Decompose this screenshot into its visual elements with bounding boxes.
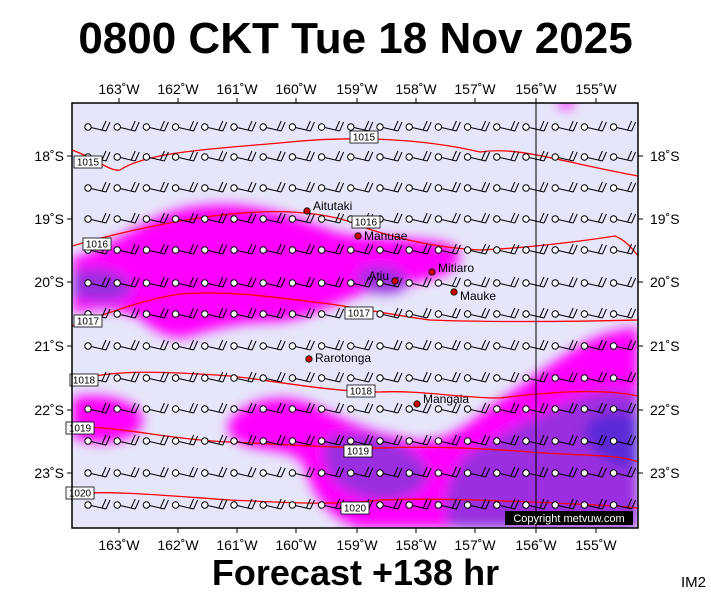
place-marker [303, 207, 311, 215]
lat-label-left: 21˚S [34, 338, 64, 354]
lon-label-bottom: 161˚W [216, 537, 258, 553]
place-markers: Aitutaki Manuae Atiu Mitiaro Mauke Rarotonga M… [303, 199, 496, 408]
place-label: Atiu [368, 269, 389, 283]
isobar-label: 1015 [77, 158, 100, 169]
isobar-label: 1020 [69, 489, 92, 500]
axis-labels: 163˚W 163˚W 162˚W 162˚W 161˚W 161˚W 160˚W 160˚W… [34, 81, 679, 553]
place-marker [391, 277, 399, 285]
lat-label-right: 23˚S [650, 465, 680, 481]
isobar-label: 1017 [77, 317, 100, 328]
lon-label-top: 161˚W [216, 81, 258, 97]
wind-barbs [84, 120, 637, 510]
place-label: Mitiaro [438, 261, 474, 275]
lon-label-bottom: 163˚W [98, 537, 140, 553]
lat-label-left: 22˚S [34, 402, 64, 418]
lat-label-right: 20˚S [650, 274, 680, 290]
isobar-label: 1016 [355, 218, 378, 229]
lat-label-left: 19˚S [34, 211, 64, 227]
rain-area-north [72, 204, 460, 338]
isobar-label: 1015 [353, 133, 376, 144]
axis-ticks [67, 98, 643, 533]
lon-label-bottom: 155˚W [575, 537, 617, 553]
lat-label-right: 19˚S [650, 211, 680, 227]
image-code: IM2 [681, 574, 707, 591]
forecast-subtitle: Forecast +138 hr [211, 552, 500, 593]
lon-label-top: 163˚W [98, 81, 140, 97]
map-title: 0800 CKT Tue 18 Nov 2025 [78, 14, 633, 63]
lon-label-top: 160˚W [275, 81, 317, 97]
lat-label-right: 18˚S [650, 148, 680, 164]
lat-label-left: 23˚S [34, 465, 64, 481]
lon-label-bottom: 158˚W [395, 537, 437, 553]
isobar-label: 1019 [69, 424, 92, 435]
lat-label-left: 20˚S [34, 274, 64, 290]
place-marker [305, 355, 313, 363]
lon-label-bottom: 159˚W [336, 537, 378, 553]
place-marker [450, 288, 458, 296]
lon-label-top: 159˚W [336, 81, 378, 97]
place-label: Mangaia [423, 392, 469, 406]
place-marker [354, 232, 362, 240]
map-frame [71, 102, 639, 529]
lat-label-right: 22˚S [650, 402, 680, 418]
place-marker [413, 400, 421, 408]
lon-label-top: 155˚W [575, 81, 617, 97]
copyright-text: Copyright metvuw.com [513, 513, 624, 525]
place-label: Rarotonga [315, 351, 371, 365]
place-label: Manuae [364, 229, 408, 243]
isobar-label: 1016 [86, 240, 109, 251]
lon-label-bottom: 160˚W [275, 537, 317, 553]
rain-area-top [558, 103, 574, 108]
isobar-label: 1020 [344, 504, 367, 515]
lon-label-top: 156˚W [515, 81, 557, 97]
isobar-label: 1018 [73, 376, 96, 387]
isobar-label: 1019 [347, 447, 370, 458]
isobar-labels: 1015 1015 1016 1016 1017 1017 1018 1018 1019 1019… [65, 130, 381, 515]
place-label: Aitutaki [313, 199, 352, 213]
isobar-label: 1018 [350, 387, 373, 398]
copyright-box: Copyright metvuw.com [505, 511, 633, 525]
isobar-label: 1017 [348, 309, 371, 320]
lon-label-top: 162˚W [157, 81, 199, 97]
lon-label-top: 157˚W [454, 81, 496, 97]
place-label: Mauke [460, 289, 496, 303]
lat-label-left: 18˚S [34, 148, 64, 164]
lon-label-bottom: 156˚W [515, 537, 557, 553]
place-marker [428, 268, 436, 276]
lon-label-bottom: 157˚W [454, 537, 496, 553]
lon-label-top: 158˚W [395, 81, 437, 97]
lat-label-right: 21˚S [650, 338, 680, 354]
lon-label-bottom: 162˚W [157, 537, 199, 553]
